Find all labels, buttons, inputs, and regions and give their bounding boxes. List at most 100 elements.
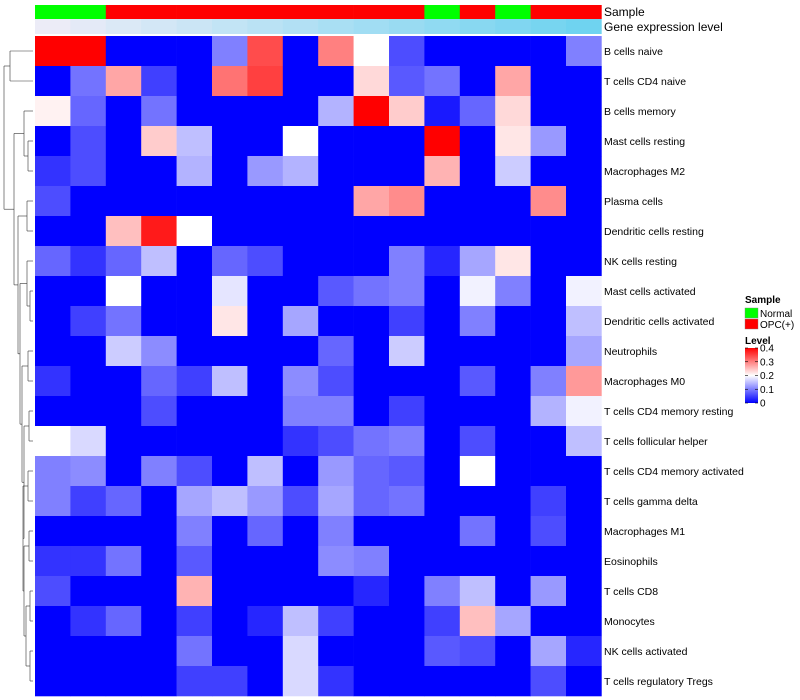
cell-macrophages-m2-2 — [70, 156, 107, 187]
cell-neutrophils-8 — [282, 336, 319, 367]
cell-mast-cells-activated-10 — [353, 276, 390, 307]
cell-t-cells-cd4-memory-activated-10 — [353, 456, 390, 487]
cell-t-cells-cd4-memory-resting-5 — [176, 396, 213, 427]
cell-dendritic-cells-activated-13 — [459, 306, 496, 337]
legend: Sample Normal OPC(+) Level 0.4 0.3 0.2 0.1 0 — [744, 295, 794, 410]
cell-dendritic-cells-resting-12 — [424, 216, 461, 247]
cell-t-cells-cd4-naive-12 — [424, 66, 461, 97]
cell-t-cells-gamma-delta-12 — [424, 486, 461, 517]
cell-b-cells-naive-13 — [459, 36, 496, 67]
sample-legend-title: Sample — [745, 295, 781, 306]
cell-neutrophils-1 — [35, 336, 71, 367]
cell-t-cells-cd4-memory-resting-6 — [212, 396, 248, 427]
cell-t-cells-regulatory-tregs-3 — [105, 666, 142, 697]
cell-t-cells-cd8-3 — [105, 576, 142, 607]
cell-t-cells-gamma-delta-10 — [353, 486, 390, 517]
cell-b-cells-memory-11 — [389, 96, 425, 127]
cell-macrophages-m1-11 — [389, 516, 425, 547]
sample-cell-6 — [212, 5, 248, 19]
cell-eosinophils-10 — [353, 546, 390, 577]
cell-t-cells-cd4-naive-4 — [141, 66, 177, 97]
cell-dendritic-cells-resting-4 — [141, 216, 177, 247]
cell-macrophages-m2-14 — [495, 156, 531, 187]
cell-dendritic-cells-activated-15 — [530, 306, 567, 337]
gene-level-cell-15 — [530, 19, 567, 34]
cell-neutrophils-11 — [389, 336, 425, 367]
cell-b-cells-memory-15 — [530, 96, 567, 127]
cell-mast-cells-activated-6 — [212, 276, 248, 307]
cell-t-cells-cd4-naive-7 — [247, 66, 284, 97]
cell-macrophages-m2-6 — [212, 156, 248, 187]
cell-t-cells-cd8-16 — [566, 576, 602, 607]
cell-nk-cells-activated-4 — [141, 636, 177, 667]
cell-b-cells-memory-14 — [495, 96, 531, 127]
sample-cell-9 — [318, 5, 354, 19]
cell-t-cells-follicular-helper-12 — [424, 426, 461, 457]
cell-t-cells-cd4-memory-activated-11 — [389, 456, 425, 487]
cell-t-cells-cd8-9 — [318, 576, 354, 607]
cell-mast-cells-activated-4 — [141, 276, 177, 307]
cell-t-cells-cd8-7 — [247, 576, 284, 607]
cell-mast-cells-activated-3 — [105, 276, 142, 307]
cell-nk-cells-resting-11 — [389, 246, 425, 277]
cell-plasma-cells-14 — [495, 186, 531, 217]
cell-macrophages-m1-16 — [566, 516, 602, 547]
cell-t-cells-cd8-4 — [141, 576, 177, 607]
cell-dendritic-cells-activated-16 — [566, 306, 602, 337]
cell-monocytes-7 — [247, 606, 284, 637]
cell-t-cells-cd4-naive-3 — [105, 66, 142, 97]
cell-t-cells-regulatory-tregs-7 — [247, 666, 284, 697]
cell-b-cells-memory-8 — [282, 96, 319, 127]
row-label-nk-cells-resting: NK cells resting — [604, 256, 677, 268]
cell-t-cells-cd4-memory-resting-12 — [424, 396, 461, 427]
sample-cell-15 — [530, 5, 567, 19]
cell-mast-cells-resting-9 — [318, 126, 354, 157]
cell-nk-cells-activated-15 — [530, 636, 567, 667]
cell-macrophages-m1-5 — [176, 516, 213, 547]
cell-macrophages-m2-8 — [282, 156, 319, 187]
cell-eosinophils-9 — [318, 546, 354, 577]
cell-t-cells-follicular-helper-10 — [353, 426, 390, 457]
row-label-neutrophils: Neutrophils — [604, 346, 657, 358]
cell-macrophages-m2-11 — [389, 156, 425, 187]
cell-t-cells-cd4-memory-activated-15 — [530, 456, 567, 487]
cell-eosinophils-16 — [566, 546, 602, 577]
level-tick-label-1: 0.4 — [760, 344, 774, 355]
row-labels: B cells naive T cells CD4 naive B cells me… — [604, 46, 744, 688]
cell-nk-cells-resting-8 — [282, 246, 319, 277]
cell-t-cells-gamma-delta-5 — [176, 486, 213, 517]
cell-dendritic-cells-resting-8 — [282, 216, 319, 247]
cell-plasma-cells-10 — [353, 186, 390, 217]
sample-cell-8 — [282, 5, 319, 19]
cell-t-cells-cd4-memory-resting-4 — [141, 396, 177, 427]
cell-t-cells-cd4-memory-resting-16 — [566, 396, 602, 427]
cell-macrophages-m0-9 — [318, 366, 354, 397]
cell-plasma-cells-16 — [566, 186, 602, 217]
cell-t-cells-cd8-8 — [282, 576, 319, 607]
cell-t-cells-cd4-memory-activated-6 — [212, 456, 248, 487]
cell-macrophages-m0-13 — [459, 366, 496, 397]
cell-macrophages-m0-12 — [424, 366, 461, 397]
cell-t-cells-gamma-delta-11 — [389, 486, 425, 517]
cell-monocytes-16 — [566, 606, 602, 637]
cell-t-cells-cd4-memory-resting-13 — [459, 396, 496, 427]
cell-macrophages-m2-10 — [353, 156, 390, 187]
gene-level-cell-8 — [282, 19, 319, 34]
cell-macrophages-m2-9 — [318, 156, 354, 187]
cell-t-cells-follicular-helper-15 — [530, 426, 567, 457]
cell-macrophages-m1-8 — [282, 516, 319, 547]
cell-b-cells-memory-6 — [212, 96, 248, 127]
cell-nk-cells-activated-8 — [282, 636, 319, 667]
cell-neutrophils-9 — [318, 336, 354, 367]
cell-macrophages-m2-15 — [530, 156, 567, 187]
cell-neutrophils-4 — [141, 336, 177, 367]
row-label-t-cells-cd4-memory-resting: T cells CD4 memory resting — [604, 406, 733, 418]
level-colorbar — [745, 348, 758, 403]
cell-t-cells-cd4-memory-activated-2 — [70, 456, 107, 487]
cell-nk-cells-resting-6 — [212, 246, 248, 277]
cell-t-cells-cd4-memory-resting-2 — [70, 396, 107, 427]
row-label-t-cells-cd8: T cells CD8 — [604, 586, 658, 598]
cell-macrophages-m0-3 — [105, 366, 142, 397]
sample-cell-12 — [424, 5, 461, 19]
cell-eosinophils-1 — [35, 546, 71, 577]
